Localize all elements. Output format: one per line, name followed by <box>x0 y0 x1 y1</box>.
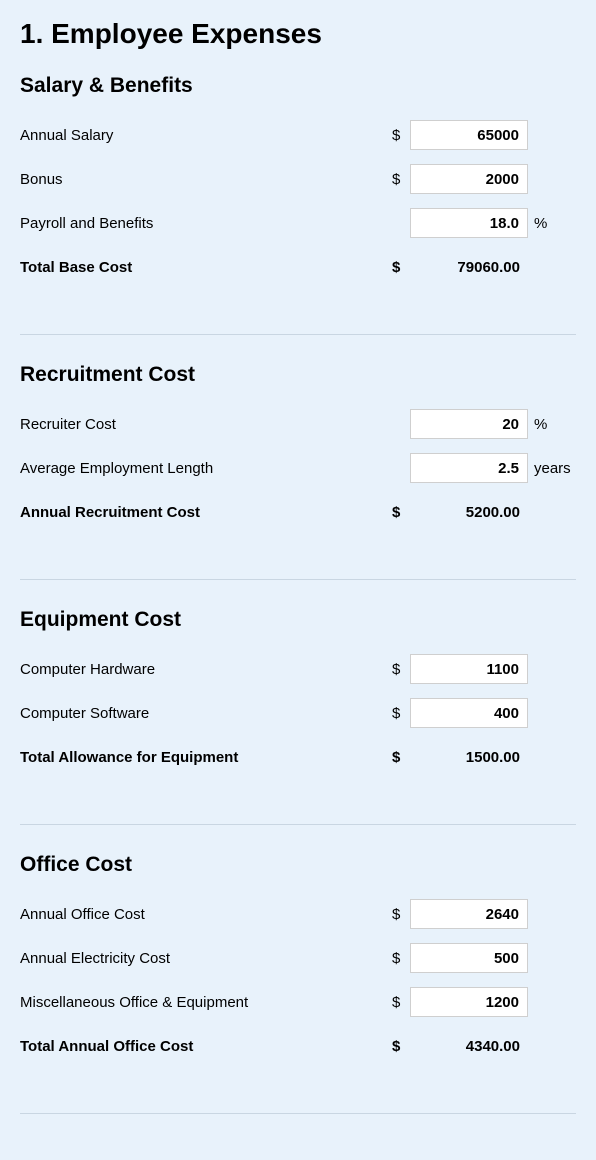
input-misc[interactable] <box>410 987 528 1017</box>
currency-symbol: $ <box>392 749 410 766</box>
label-payroll-benefits: Payroll and Benefits <box>20 215 392 232</box>
value-total-base-cost: 79060.00 <box>410 259 528 276</box>
input-electricity[interactable] <box>410 943 528 973</box>
input-payroll-benefits[interactable] <box>410 208 528 238</box>
input-annual-office[interactable] <box>410 899 528 929</box>
currency-symbol: $ <box>392 127 410 144</box>
row-avg-employment: Average Employment Length years <box>20 453 576 483</box>
section-divider <box>20 824 576 825</box>
label-total-base-cost: Total Base Cost <box>20 259 392 276</box>
row-total-equipment: Total Allowance for Equipment $ 1500.00 <box>20 742 576 772</box>
row-bonus: Bonus $ <box>20 164 576 194</box>
input-avg-employment[interactable] <box>410 453 528 483</box>
row-total-office: Total Annual Office Cost $ 4340.00 <box>20 1031 576 1061</box>
currency-symbol: $ <box>392 504 410 521</box>
section-divider <box>20 579 576 580</box>
section-salary-benefits: Salary & Benefits Annual Salary $ Bonus … <box>20 74 576 306</box>
label-electricity: Annual Electricity Cost <box>20 950 392 967</box>
row-recruiter-cost: Recruiter Cost % <box>20 409 576 439</box>
currency-symbol: $ <box>392 1038 410 1055</box>
input-hardware[interactable] <box>410 654 528 684</box>
currency-symbol: $ <box>392 171 410 188</box>
label-total-equipment: Total Allowance for Equipment <box>20 749 392 766</box>
currency-symbol: $ <box>392 950 410 967</box>
row-annual-office: Annual Office Cost $ <box>20 899 576 929</box>
currency-symbol: $ <box>392 705 410 722</box>
years-label: years <box>528 460 576 477</box>
heading-salary-benefits: Salary & Benefits <box>20 74 576 98</box>
value-annual-recruitment-cost: 5200.00 <box>410 504 528 521</box>
label-avg-employment: Average Employment Length <box>20 460 392 477</box>
section-equipment: Equipment Cost Computer Hardware $ Compu… <box>20 608 576 796</box>
input-software[interactable] <box>410 698 528 728</box>
section-divider <box>20 334 576 335</box>
heading-equipment: Equipment Cost <box>20 608 576 632</box>
section-office: Office Cost Annual Office Cost $ Annual … <box>20 853 576 1085</box>
label-annual-office: Annual Office Cost <box>20 906 392 923</box>
heading-recruitment: Recruitment Cost <box>20 363 576 387</box>
percent-symbol: % <box>528 416 576 433</box>
row-misc: Miscellaneous Office & Equipment $ <box>20 987 576 1017</box>
value-total-equipment: 1500.00 <box>410 749 528 766</box>
input-annual-salary[interactable] <box>410 120 528 150</box>
value-total-office: 4340.00 <box>410 1038 528 1055</box>
row-annual-salary: Annual Salary $ <box>20 120 576 150</box>
input-bonus[interactable] <box>410 164 528 194</box>
label-annual-recruitment-cost: Annual Recruitment Cost <box>20 504 392 521</box>
input-recruiter-cost[interactable] <box>410 409 528 439</box>
row-total-base-cost: Total Base Cost $ 79060.00 <box>20 252 576 282</box>
currency-symbol: $ <box>392 661 410 678</box>
currency-symbol: $ <box>392 906 410 923</box>
page-title: 1. Employee Expenses <box>20 18 576 50</box>
percent-symbol: % <box>528 215 576 232</box>
label-hardware: Computer Hardware <box>20 661 392 678</box>
row-software: Computer Software $ <box>20 698 576 728</box>
label-annual-salary: Annual Salary <box>20 127 392 144</box>
currency-symbol: $ <box>392 994 410 1011</box>
row-electricity: Annual Electricity Cost $ <box>20 943 576 973</box>
label-software: Computer Software <box>20 705 392 722</box>
row-annual-recruitment-cost: Annual Recruitment Cost $ 5200.00 <box>20 497 576 527</box>
row-payroll-benefits: Payroll and Benefits % <box>20 208 576 238</box>
heading-office: Office Cost <box>20 853 576 877</box>
row-hardware: Computer Hardware $ <box>20 654 576 684</box>
label-total-office: Total Annual Office Cost <box>20 1038 392 1055</box>
currency-symbol: $ <box>392 259 410 276</box>
section-recruitment: Recruitment Cost Recruiter Cost % Averag… <box>20 363 576 551</box>
label-misc: Miscellaneous Office & Equipment <box>20 994 392 1011</box>
label-bonus: Bonus <box>20 171 392 188</box>
label-recruiter-cost: Recruiter Cost <box>20 416 392 433</box>
section-divider <box>20 1113 576 1114</box>
